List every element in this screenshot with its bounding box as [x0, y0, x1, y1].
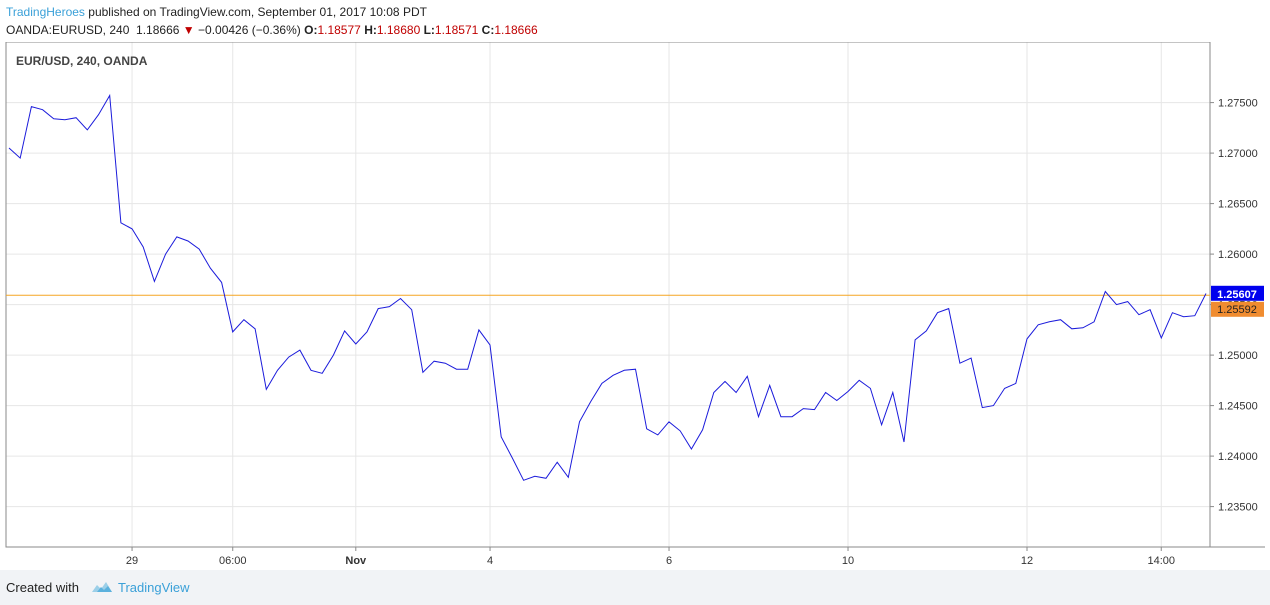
low-value: 1.18571: [434, 23, 479, 37]
y-tick-label: 1.23500: [1218, 502, 1258, 514]
tradingview-cloud-icon[interactable]: [88, 579, 114, 600]
x-tick-label: 29: [126, 555, 138, 567]
y-tick-label: 1.26500: [1218, 199, 1258, 211]
published-text: published on TradingView.com, September …: [88, 5, 427, 19]
y-tick-label: 1.25000: [1218, 350, 1258, 362]
last-price: 1.18666: [136, 23, 180, 37]
last-price-badge-label: 1.25607: [1217, 289, 1257, 301]
down-arrow-icon: ▼: [182, 23, 195, 37]
price-change: −0.00426 (−0.36%): [198, 23, 301, 37]
level-badge: [1211, 301, 1264, 317]
chart-container[interactable]: 1.235001.240001.245001.250001.255001.260…: [0, 41, 1270, 570]
price-badges: 1.25607 1.25592: [1211, 285, 1264, 317]
x-tick-label: 10: [842, 555, 854, 567]
tradingview-brand-link[interactable]: TradingView: [118, 580, 190, 595]
price-chart[interactable]: 1.235001.240001.245001.250001.255001.260…: [0, 41, 1270, 570]
chart-legend-title: EUR/USD, 240, OANDA: [16, 54, 148, 68]
plot-area-border: [5, 41, 1211, 548]
created-with-label: Created with: [6, 580, 79, 595]
footer: Created with TradingView: [0, 570, 1270, 605]
high-value: 1.18680: [376, 23, 421, 37]
x-tick-label: 4: [487, 555, 493, 567]
x-tick-label: 6: [666, 555, 672, 567]
y-tick-label: 1.26000: [1218, 249, 1258, 261]
x-tick-label: Nov: [345, 555, 367, 567]
y-tick-label: 1.27000: [1218, 148, 1258, 160]
publish-info: TradingHeroes published on TradingView.c…: [6, 4, 427, 20]
level-badge-label: 1.25592: [1217, 304, 1257, 316]
x-tick-label: 06:00: [219, 555, 247, 567]
y-tick-label: 1.27500: [1218, 98, 1258, 110]
close-value: 1.18666: [494, 23, 538, 37]
open-label: O:: [304, 23, 318, 37]
x-tick-label: 12: [1021, 555, 1033, 567]
close-label: C:: [481, 23, 495, 37]
symbol-label: OANDA:EURUSD, 240: [6, 23, 130, 37]
low-label: L:: [423, 23, 435, 37]
last-price-badge: [1211, 285, 1264, 301]
grid-lines: [6, 42, 1210, 547]
high-label: H:: [364, 23, 377, 37]
y-tick-label: 1.24000: [1218, 451, 1258, 463]
y-tick-label: 1.24500: [1218, 401, 1258, 413]
x-tick-label: 14:00: [1147, 555, 1175, 567]
price-series-line: [8, 93, 1207, 481]
publisher-name[interactable]: TradingHeroes: [6, 5, 85, 19]
open-value: 1.18577: [317, 23, 361, 37]
symbol-info: OANDA:EURUSD, 240 1.18666 ▼ −0.00426 (−0…: [6, 22, 538, 38]
